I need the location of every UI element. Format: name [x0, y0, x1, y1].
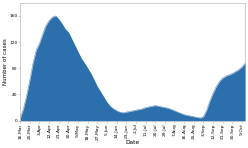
- Y-axis label: Number of cases: Number of cases: [3, 38, 8, 85]
- X-axis label: Date: Date: [126, 140, 140, 145]
